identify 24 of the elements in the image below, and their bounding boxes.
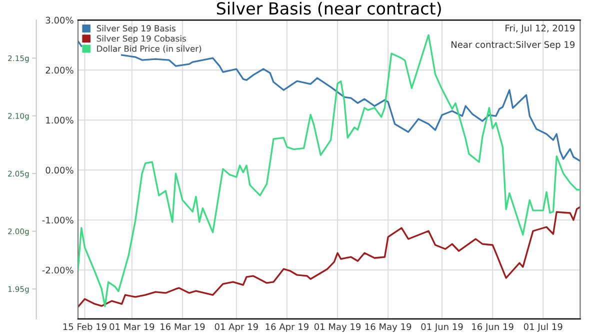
legend-label: Silver Sep 19 Basis bbox=[96, 25, 176, 34]
x-tick-label: 01 Mar 19 bbox=[110, 323, 154, 330]
x-tick-label: 16 May 19 bbox=[365, 323, 412, 332]
y-tick-label: -2.00% bbox=[42, 266, 74, 274]
annotation: Near contract:Silver Sep 19 bbox=[452, 40, 575, 50]
y-tick-label: 0.00% bbox=[46, 166, 74, 174]
x-tick-label: 01 Apr 19 bbox=[214, 323, 258, 332]
x-tick-label: 01 Jul 19 bbox=[524, 323, 562, 332]
line-series bbox=[78, 34, 580, 308]
y-tick-label: -1.00% bbox=[42, 216, 74, 224]
x-tick-label: 01 May 19 bbox=[314, 323, 361, 332]
chart-title: Silver Basis (near contract) bbox=[216, 2, 441, 17]
x-tick-label: 16 Mar 19 bbox=[160, 323, 205, 330]
y-tick-label: 2.00% bbox=[46, 66, 74, 74]
legend-label: Silver Sep 19 Cobasis bbox=[96, 35, 186, 44]
x-tick-label: 16 Jun 19 bbox=[472, 323, 514, 332]
y-tick-label: 1.00% bbox=[46, 116, 74, 124]
x-tick-label: 16 Apr 19 bbox=[266, 323, 308, 332]
line-series bbox=[78, 206, 580, 308]
annotation: Fri, Jul 12, 2019 bbox=[506, 24, 575, 34]
legend-label: Dollar Bid Price (in silver) bbox=[97, 45, 202, 53]
x-tick-label: 01 Jun 19 bbox=[421, 323, 463, 332]
x-tick-label: 15 Feb 19 bbox=[63, 323, 106, 330]
y-tick-label: 3.00% bbox=[46, 16, 74, 24]
